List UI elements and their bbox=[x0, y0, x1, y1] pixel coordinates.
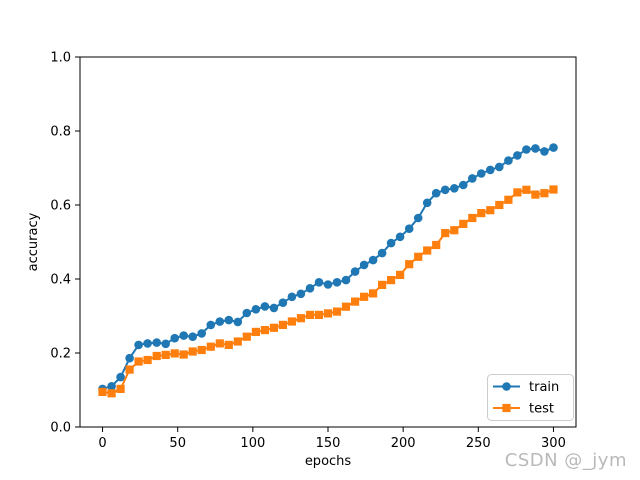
plot-border bbox=[79, 56, 577, 428]
y-tick-label: 1.0 bbox=[50, 51, 71, 66]
legend-label-test: test bbox=[529, 402, 554, 417]
legend-square-marker-icon bbox=[502, 403, 511, 413]
x-tick-label: 150 bbox=[316, 436, 341, 451]
x-tick-label: 100 bbox=[240, 436, 265, 451]
watermark: CSDN @_jym bbox=[504, 450, 627, 471]
series-test-line bbox=[101, 188, 555, 395]
series-train-line bbox=[101, 146, 555, 390]
legend-label-train: train bbox=[529, 380, 559, 395]
y-axis-label: accuracy bbox=[26, 212, 41, 271]
x-tick-label: 300 bbox=[541, 436, 566, 451]
series-train-markers bbox=[98, 143, 558, 394]
series-test-markers bbox=[98, 185, 558, 398]
y-tick-label: 0.8 bbox=[50, 125, 71, 140]
y-tick-label: 0.6 bbox=[50, 199, 71, 214]
x-axis-label: epochs bbox=[305, 454, 352, 469]
legend-circle-marker-icon bbox=[502, 382, 511, 391]
y-tick-label: 0.0 bbox=[50, 421, 71, 436]
x-tick-label: 50 bbox=[169, 436, 186, 451]
x-tick-label: 200 bbox=[391, 436, 416, 451]
x-tick-label: 250 bbox=[466, 436, 491, 451]
y-tick-label: 0.4 bbox=[50, 273, 71, 288]
y-tick-label: 0.2 bbox=[50, 347, 71, 362]
x-tick-label: 0 bbox=[98, 436, 106, 451]
